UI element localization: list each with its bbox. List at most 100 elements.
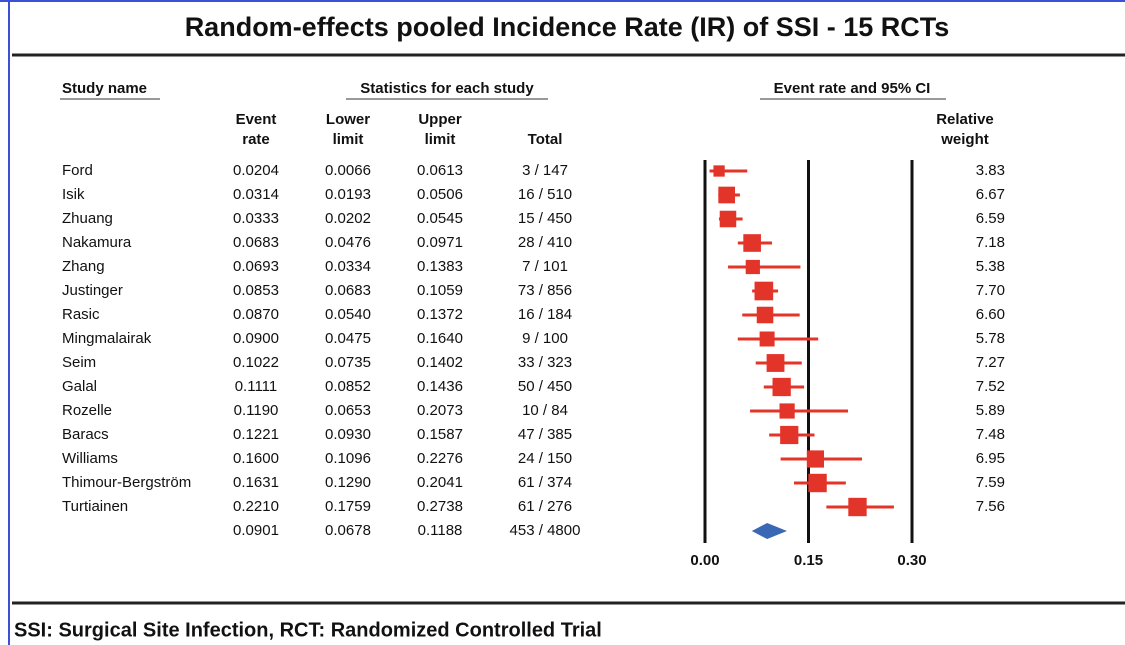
upper-limit: 0.1188 <box>418 522 463 539</box>
lower-limit: 0.0930 <box>325 426 371 443</box>
header: Lower <box>326 111 370 128</box>
point-estimate <box>718 186 736 204</box>
point-estimate <box>806 450 825 468</box>
event-rate: 0.0853 <box>233 282 279 299</box>
weight: 5.78 <box>976 330 1005 347</box>
point-estimate <box>759 331 775 347</box>
point-estimate <box>766 354 785 372</box>
total: 61 / 374 <box>518 474 572 491</box>
lower-limit: 0.0334 <box>325 258 371 275</box>
upper-limit: 0.2073 <box>417 402 463 419</box>
header: Upper <box>418 111 462 128</box>
header: Event rate and 95% CI <box>774 80 931 97</box>
weight: 7.48 <box>976 426 1005 443</box>
event-rate: 0.0204 <box>233 162 279 179</box>
study-name: Zhang <box>62 258 105 275</box>
weight: 6.95 <box>976 450 1005 467</box>
chart-title: Random-effects pooled Incidence Rate (IR… <box>185 12 950 42</box>
total: 16 / 184 <box>518 306 572 323</box>
total: 61 / 276 <box>518 498 572 515</box>
event-rate: 0.1631 <box>233 474 279 491</box>
total: 15 / 450 <box>518 210 572 227</box>
upper-limit: 0.1383 <box>417 258 463 275</box>
event-rate: 0.0901 <box>233 522 279 539</box>
header: Statistics for each study <box>360 80 534 97</box>
study-name: Baracs <box>62 426 109 443</box>
total: 73 / 856 <box>518 282 572 299</box>
lower-limit: 0.0678 <box>325 522 371 539</box>
event-rate: 0.1111 <box>235 378 278 395</box>
study-name: Thimour-Bergström <box>62 474 191 491</box>
event-rate: 0.0870 <box>233 306 279 323</box>
study-name: Ford <box>62 162 93 179</box>
point-estimate <box>743 234 761 252</box>
header: Relative <box>936 111 994 128</box>
lower-limit: 0.0475 <box>325 330 371 347</box>
weight: 6.60 <box>976 306 1005 323</box>
study-name: Zhuang <box>62 210 113 227</box>
weight: 5.38 <box>976 258 1005 275</box>
event-rate: 0.1221 <box>233 426 279 443</box>
x-tick-label: 0.00 <box>690 552 719 569</box>
point-estimate <box>756 306 774 324</box>
x-tick-label: 0.15 <box>794 552 823 569</box>
weight: 6.67 <box>976 186 1005 203</box>
total: 9 / 100 <box>522 330 568 347</box>
study-name: Turtiainen <box>62 498 128 515</box>
point-estimate <box>779 403 795 419</box>
upper-limit: 0.1059 <box>417 282 463 299</box>
total: 16 / 510 <box>518 186 572 203</box>
upper-limit: 0.1436 <box>417 378 463 395</box>
weight: 7.56 <box>976 498 1005 515</box>
event-rate: 0.0693 <box>233 258 279 275</box>
lower-limit: 0.0476 <box>325 234 371 251</box>
summary-diamond <box>751 523 787 539</box>
upper-limit: 0.0613 <box>417 162 463 179</box>
point-estimate <box>772 377 791 397</box>
study-name: Nakamura <box>62 234 132 251</box>
event-rate: 0.2210 <box>233 498 279 515</box>
lower-limit: 0.0202 <box>325 210 371 227</box>
weight: 7.70 <box>976 282 1005 299</box>
upper-limit: 0.0545 <box>417 210 463 227</box>
total: 33 / 323 <box>518 354 572 371</box>
event-rate: 0.0683 <box>233 234 279 251</box>
lower-limit: 0.0735 <box>325 354 371 371</box>
upper-limit: 0.1372 <box>417 306 463 323</box>
lower-limit: 0.1290 <box>325 474 371 491</box>
weight: 7.18 <box>976 234 1005 251</box>
study-name: Justinger <box>62 282 123 299</box>
upper-limit: 0.0971 <box>417 234 463 251</box>
lower-limit: 0.0066 <box>325 162 371 179</box>
weight: 7.27 <box>976 354 1005 371</box>
footnote: SSI: Surgical Site Infection, RCT: Rando… <box>14 619 602 641</box>
total: 28 / 410 <box>518 234 572 251</box>
header: rate <box>242 131 270 148</box>
lower-limit: 0.0193 <box>325 186 371 203</box>
study-name: Galal <box>62 378 97 395</box>
weight: 3.83 <box>976 162 1005 179</box>
study-name: Rozelle <box>62 402 112 419</box>
lower-limit: 0.0540 <box>325 306 371 323</box>
header: limit <box>425 131 456 148</box>
header: Total <box>528 131 563 148</box>
lower-limit: 0.1759 <box>325 498 371 515</box>
point-estimate <box>808 473 827 493</box>
point-estimate <box>848 497 867 517</box>
upper-limit: 0.1402 <box>417 354 463 371</box>
header: weight <box>940 131 989 148</box>
event-rate: 0.1022 <box>233 354 279 371</box>
weight: 5.89 <box>976 402 1005 419</box>
upper-limit: 0.1640 <box>417 330 463 347</box>
weight: 7.59 <box>976 474 1005 491</box>
study-name: Rasic <box>62 306 100 323</box>
lower-limit: 0.0683 <box>325 282 371 299</box>
total: 453 / 4800 <box>510 522 581 539</box>
lower-limit: 0.0852 <box>325 378 371 395</box>
upper-limit: 0.2276 <box>417 450 463 467</box>
point-estimate <box>754 281 774 301</box>
point-estimate <box>780 425 799 445</box>
study-name: Mingmalairak <box>62 330 152 347</box>
total: 3 / 147 <box>522 162 568 179</box>
